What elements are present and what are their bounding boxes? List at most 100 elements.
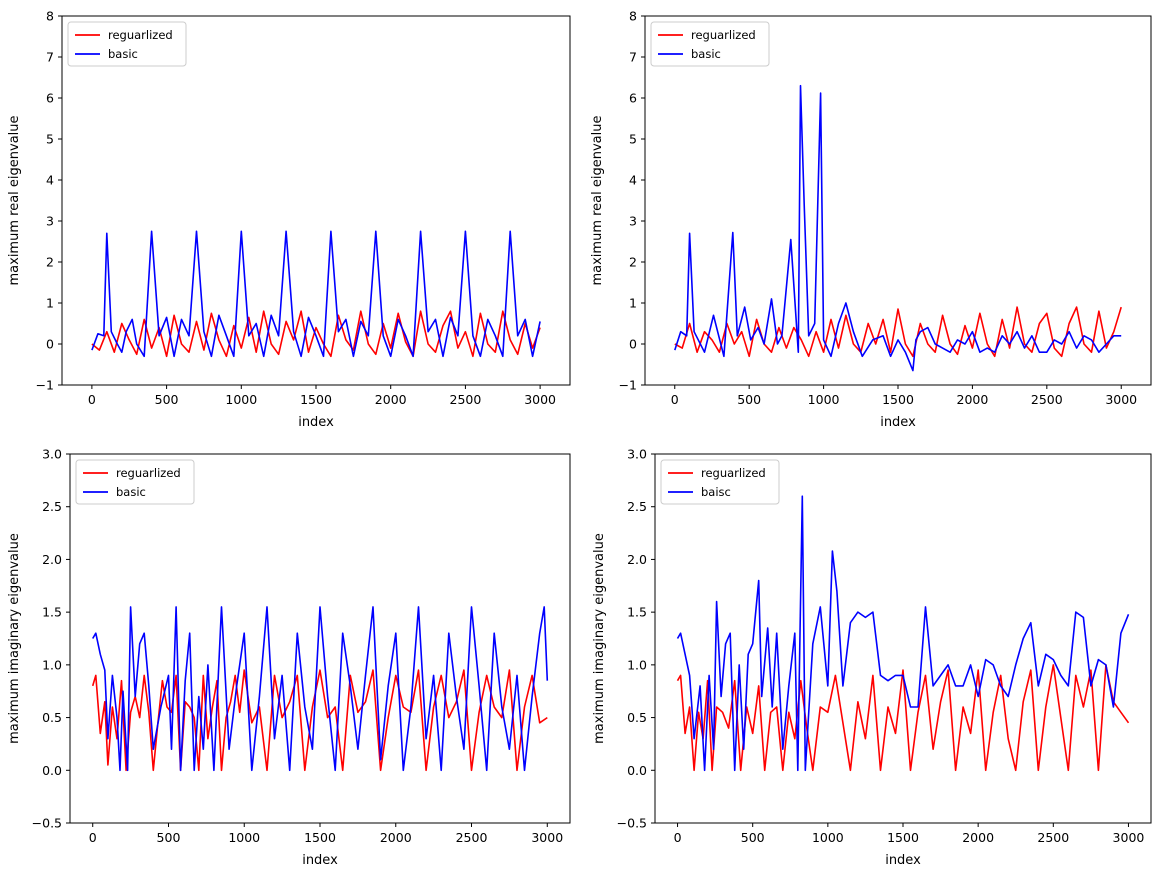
y-tick-label: 8 [46,9,54,24]
y-tick-label: 2 [46,255,54,270]
y-axis-label: maximum real eigenvalue [7,115,22,285]
y-tick-label: 0.5 [42,710,62,725]
y-tick-label: 1.0 [627,657,647,672]
chart-panel-bottom-left: 0 500 1000 1500 2000 2500 3000 −0.5 0.0 0.5 1.0 1.5… [7,447,571,868]
x-tick-label: 2500 [450,392,482,407]
x-tick-label: 3000 [531,830,563,845]
y-tick-label: 4 [629,173,637,188]
x-tick-label: 2000 [380,830,412,845]
y-tick-label: 1.5 [627,605,647,620]
legend-label: reguarlized [116,466,181,480]
x-tick-label: 500 [737,392,761,407]
x-axis-label: index [885,853,921,868]
series-line-basic [674,84,1122,372]
y-tick-label: 6 [46,91,54,106]
legend: reguarlized basic [650,21,770,67]
y-tick-label: 1.0 [42,657,62,672]
y-tick-label: 1.5 [42,605,62,620]
legend-box [650,21,770,67]
y-tick-label: 2 [629,255,637,270]
x-tick-label: 2000 [375,392,407,407]
legend-label: reguarlized [108,28,173,42]
y-tick-label: −1 [36,378,54,393]
chart-panel-bottom-right: 0 500 1000 1500 2000 2500 3000 −0.5 0.0 0.5 1.0 1.5… [592,447,1152,868]
x-tick-label: 3000 [524,392,556,407]
series-line-basic [91,230,541,358]
legend-box [67,21,187,67]
y-tick-label: 5 [46,132,54,147]
x-tick-label: 1000 [812,830,844,845]
y-tick-label: 2.0 [42,552,62,567]
x-tick-label: 0 [89,830,97,845]
y-tick-label: 3.0 [627,447,647,462]
y-tick-label: 1 [629,296,637,311]
chart-panel-top-right: 0 500 1000 1500 2000 2500 3000 −1 0 1 2 3 4 5 6 7 8 index… [590,9,1152,430]
x-tick-label: 500 [157,830,181,845]
y-tick-label: 0 [46,337,54,352]
x-tick-label: 3000 [1113,830,1145,845]
x-tick-label: 1500 [882,392,914,407]
chart-panel-top-left: 0 500 1000 1500 2000 2500 3000 −1 0 1 2 3 4 5 6 7 8 index… [7,9,571,430]
y-tick-label: 5 [629,132,637,147]
x-tick-label: 1000 [228,830,260,845]
legend-label: baisc [701,485,731,499]
x-tick-label: 2000 [962,830,994,845]
y-tick-label: 2.5 [42,499,62,514]
y-tick-label: −0.5 [617,816,647,831]
y-axis-label: maximum imaginary eigenvalue [7,533,22,744]
y-tick-label: 6 [629,91,637,106]
x-tick-label: 0 [674,830,682,845]
x-tick-label: 2500 [1037,830,1069,845]
x-axis-label: index [880,415,916,430]
x-tick-label: 1000 [225,392,257,407]
x-tick-label: 500 [155,392,179,407]
y-tick-label: 3 [629,214,637,229]
series-line-reguarlized [91,669,548,772]
y-tick-label: 2.5 [627,499,647,514]
x-tick-label: 500 [741,830,765,845]
legend: reguarlized basic [75,459,195,505]
x-tick-label: 2500 [456,830,488,845]
x-tick-label: 2500 [1031,392,1063,407]
legend-label: reguarlized [691,28,756,42]
legend: reguarlized baisc [660,459,780,505]
x-tick-label: 1500 [300,392,332,407]
y-axis-label: maximum imaginary eigenvalue [592,533,607,744]
x-axis-label: index [302,853,338,868]
series-line-reguarlized [91,310,541,358]
x-axis-label: index [298,415,334,430]
y-tick-label: 1 [46,296,54,311]
y-tick-label: 0.0 [627,763,647,778]
legend-box [75,459,195,505]
series-line-reguarlized [676,664,1130,772]
y-tick-label: 8 [629,9,637,24]
y-tick-label: 2.0 [627,552,647,567]
y-tick-label: 0 [629,337,637,352]
x-tick-label: 0 [671,392,679,407]
y-tick-label: −1 [619,378,637,393]
y-tick-label: −0.5 [32,816,62,831]
x-tick-label: 3000 [1105,392,1137,407]
series-line-reguarlized [674,306,1122,358]
x-tick-label: 1000 [808,392,840,407]
y-tick-label: 7 [629,50,637,65]
x-tick-label: 1500 [304,830,336,845]
legend-label: basic [116,485,146,499]
legend-label: basic [108,47,138,61]
x-tick-label: 1500 [887,830,919,845]
legend-label: reguarlized [701,466,766,480]
y-tick-label: 0.0 [42,763,62,778]
y-tick-label: 3.0 [42,447,62,462]
legend-box [660,459,780,505]
y-tick-label: 3 [46,214,54,229]
plot-frame [644,15,1152,386]
legend: reguarlized basic [67,21,187,67]
plot-frame [654,453,1152,824]
y-tick-label: 4 [46,173,54,188]
x-tick-label: 0 [88,392,96,407]
series-line-basic [92,606,549,772]
series-line-baisc [676,495,1130,772]
y-tick-label: 7 [46,50,54,65]
x-tick-label: 2000 [957,392,989,407]
